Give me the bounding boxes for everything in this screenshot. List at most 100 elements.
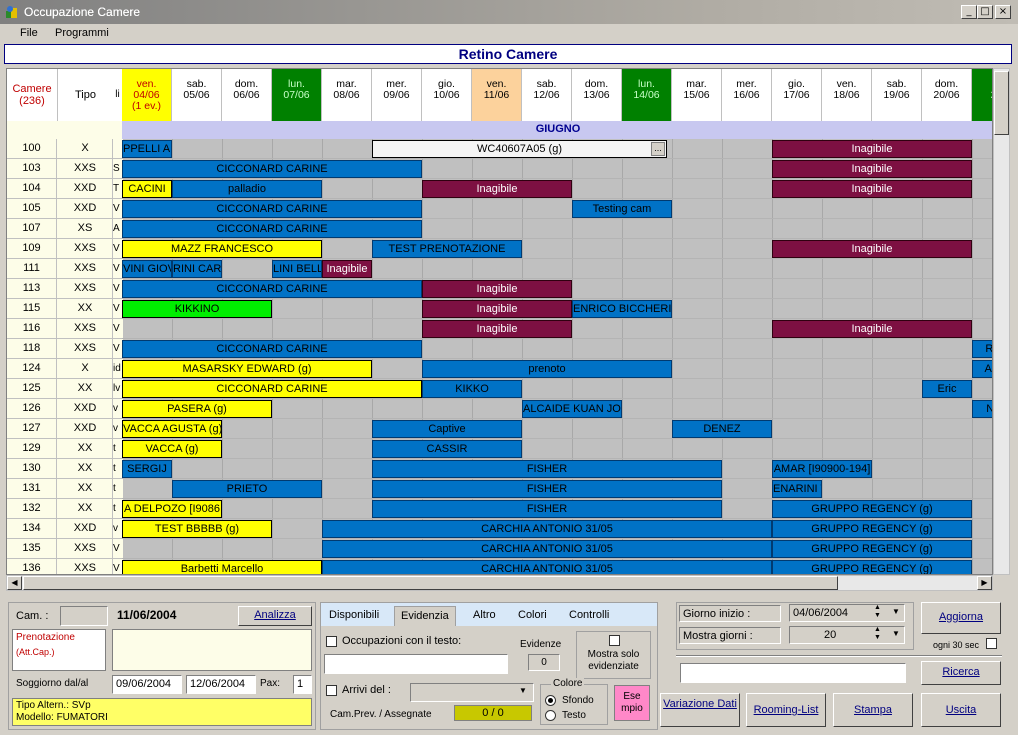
day-header[interactable]: mer. 09/06 <box>372 69 422 121</box>
ricerca-button[interactable]: Ricerca <box>921 661 1001 685</box>
esempio-swatch[interactable]: Ese mpio <box>614 685 650 721</box>
table-row[interactable]: 127 XXD v <box>7 419 123 439</box>
close-icon[interactable]: × <box>995 5 1011 19</box>
booking-bar[interactable]: VACCA AGUSTA (g) <box>122 420 222 438</box>
arrivi-checkbox[interactable] <box>326 685 337 696</box>
booking-bar[interactable]: PASERA (g) <box>122 400 272 418</box>
booking-bar[interactable]: palladio <box>172 180 322 198</box>
booking-bar[interactable]: LINI BELL <box>272 260 322 278</box>
table-row[interactable]: 132 XX t <box>7 499 123 519</box>
booking-bar[interactable]: GRUPPO REGENCY (g) <box>772 520 972 538</box>
soggiorno-al-field[interactable]: 12/06/2004 <box>186 675 256 694</box>
uscita-button[interactable]: Uscita <box>921 693 1001 727</box>
table-row[interactable]: 105 XXD V <box>7 199 123 219</box>
booking-bar[interactable]: Inagibile <box>772 180 972 198</box>
day-header[interactable]: mar. 08/06 <box>322 69 372 121</box>
table-row[interactable]: 103 XXS S <box>7 159 123 179</box>
vertical-scroll-thumb[interactable] <box>994 71 1009 135</box>
day-header[interactable]: ven. 11/06 <box>472 69 522 121</box>
booking-bar[interactable]: VACCA (g) <box>122 440 222 458</box>
ricerca-input[interactable] <box>680 663 906 683</box>
table-row[interactable]: 113 XXS V <box>7 279 123 299</box>
booking-bar[interactable]: Testing cam <box>572 200 672 218</box>
booking-bar[interactable]: GRUPPO REGENCY (g) <box>772 540 972 558</box>
variazione-dati-button[interactable]: Variazione Dati <box>660 693 740 727</box>
booking-bar[interactable]: Inagibile <box>422 320 572 338</box>
booking-bar[interactable]: CICCONARD CARINE <box>122 340 422 358</box>
table-row[interactable]: 116 XXS V <box>7 319 123 339</box>
booking-bar[interactable]: RINI CARI <box>172 260 222 278</box>
maximize-icon[interactable]: □ <box>977 5 993 19</box>
booking-bar[interactable]: A DELPOZO [I9086 <box>122 500 222 518</box>
booking-bar[interactable]: Eric <box>922 380 972 398</box>
booking-bar[interactable]: CACINI <box>122 180 172 198</box>
booking-bar[interactable]: KIKKINO <box>122 300 272 318</box>
table-row[interactable]: 134 XXD v <box>7 519 123 539</box>
day-header[interactable]: sab. 05/06 <box>172 69 222 121</box>
day-header[interactable]: gio. 10/06 <box>422 69 472 121</box>
day-header[interactable]: sab. 12/06 <box>522 69 572 121</box>
cam-field[interactable] <box>60 606 108 626</box>
booking-bar[interactable]: GRUPPO REGENCY (g) <box>772 560 972 574</box>
col-header-tipo[interactable]: Tipo <box>58 69 113 121</box>
day-header[interactable]: dom. 13/06 <box>572 69 622 121</box>
table-row[interactable]: 130 XX t <box>7 459 123 479</box>
day-header[interactable]: lun. 14/06 <box>622 69 672 121</box>
giorno-inizio-input[interactable]: 04/06/2004 <box>789 604 905 622</box>
scroll-left-icon[interactable]: ◀ <box>7 576 22 590</box>
booking-bar[interactable]: Inagibile <box>422 180 572 198</box>
day-header[interactable]: gio. 17/06 <box>772 69 822 121</box>
booking-bar[interactable]: FISHER <box>372 460 722 478</box>
booking-bar[interactable]: ALCAIDE KUAN JOS <box>522 400 622 418</box>
table-row[interactable]: 100 X <box>7 139 123 159</box>
booking-bar[interactable]: CARCHIA ANTONIO 31/05 <box>322 560 772 574</box>
day-header[interactable]: dom. 06/06 <box>222 69 272 121</box>
vertical-scrollbar[interactable] <box>993 68 1010 575</box>
table-row[interactable]: 125 XX lv <box>7 379 123 399</box>
day-header[interactable]: ven. 04/06 (1 ev.) <box>122 69 172 121</box>
booking-bar[interactable]: KIKKO <box>422 380 522 398</box>
day-header[interactable]: lun. 07/06 <box>272 69 322 121</box>
booking-bar[interactable]: CARCHIA ANTONIO 31/05 <box>322 520 772 538</box>
booking-bar[interactable]: CICCONARD CARINE <box>122 280 422 298</box>
day-header[interactable]: sab. 19/06 <box>872 69 922 121</box>
booking-bar[interactable]: Inagibile <box>772 240 972 258</box>
table-row[interactable]: 126 XXD v <box>7 399 123 419</box>
booking-bar[interactable]: Inagibile <box>772 160 972 178</box>
table-row[interactable]: 109 XXS V <box>7 239 123 259</box>
menu-file[interactable]: File <box>20 27 38 39</box>
analizza-button[interactable]: Analizza <box>238 606 312 626</box>
aggiorna-button[interactable]: Aggiorna <box>921 602 1001 634</box>
booking-bar[interactable]: NAL <box>972 400 992 418</box>
table-row[interactable]: 118 XXS V <box>7 339 123 359</box>
booking-bar[interactable]: FISHER <box>372 500 722 518</box>
table-row[interactable]: 129 XX t <box>7 439 123 459</box>
sfondo-radio[interactable] <box>545 695 556 706</box>
mostra-giorni-spin-icon[interactable]: ▲ ▼ <box>874 626 881 641</box>
booking-bar[interactable]: prenoto <box>422 360 672 378</box>
table-row[interactable]: 111 XXS V <box>7 259 123 279</box>
booking-bar[interactable]: CICCONARD CARINE <box>122 380 422 398</box>
prenotazione-box[interactable]: Prenotazione (Att.Cap.) <box>12 629 106 671</box>
stampa-button[interactable]: Stampa <box>833 693 913 727</box>
booking-bar[interactable]: SERGIJ <box>122 460 172 478</box>
minimize-icon[interactable]: _ <box>961 5 977 19</box>
booking-bar[interactable]: WC40607A05 (g)... <box>372 140 667 158</box>
rooming-list-button[interactable]: Rooming-List <box>746 693 826 727</box>
occupazioni-text-input[interactable] <box>324 654 508 674</box>
booking-bar[interactable]: PRIETO <box>172 480 322 498</box>
col-header-extra[interactable]: li <box>113 69 122 121</box>
booking-bar[interactable]: Inagibile <box>322 260 372 278</box>
table-row[interactable]: 136 XXS V <box>7 559 123 574</box>
booking-bar[interactable]: TEST BBBBB (g) <box>122 520 272 538</box>
tab-evidenzia[interactable]: Evidenzia <box>394 606 456 626</box>
day-header[interactable]: mar. 15/06 <box>672 69 722 121</box>
scroll-right-icon[interactable]: ▶ <box>977 576 992 590</box>
booking-bar[interactable]: AMAR [I90900-194] <box>772 460 872 478</box>
giorno-inizio-dropdown-icon[interactable]: ▼ <box>892 607 900 616</box>
booking-bar[interactable]: FISHER <box>372 480 722 498</box>
giorno-inizio-spin-icon[interactable]: ▲ ▼ <box>874 604 881 619</box>
booking-bar[interactable]: ENARINI T <box>772 480 822 498</box>
booking-bar[interactable]: CICCONARD CARINE <box>122 220 422 238</box>
